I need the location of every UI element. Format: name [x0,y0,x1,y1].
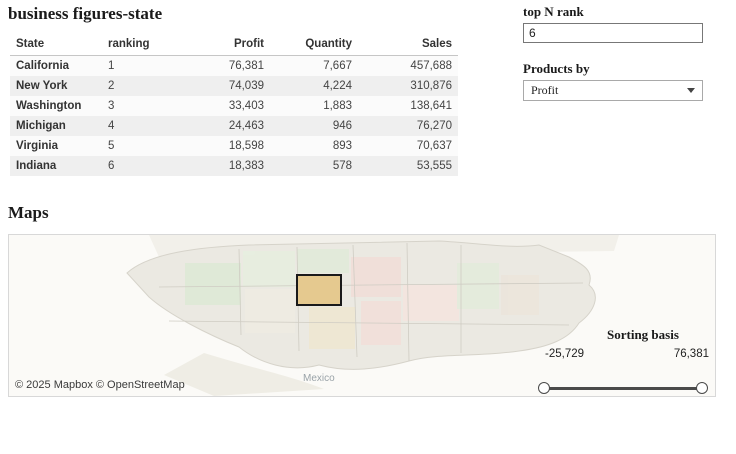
products-by-selected-value: Profit [531,83,559,97]
cell-ranking: 4 [108,120,115,132]
cell-sales: 310,876 [410,80,452,92]
table-header-row: State ranking Profit Quantity Sales [10,34,458,56]
sorting-basis-slider[interactable] [538,381,708,395]
cell-profit: 18,598 [228,140,264,152]
map-attribution[interactable]: © 2025 Mapbox © OpenStreetMap [15,379,185,391]
cell-sales: 76,270 [416,120,452,132]
cell-ranking: 2 [108,80,115,92]
cell-quantity: 893 [332,140,352,152]
table-row[interactable]: Virginia 5 18,598 893 70,637 [10,136,458,156]
us-choropleth-map[interactable]: Mexico [9,235,715,396]
table-title: business figures-state [8,4,163,23]
cell-state: Virginia [16,140,58,152]
cell-profit: 18,383 [228,160,264,172]
col-header-ranking[interactable]: ranking [102,34,174,56]
sorting-min-value: -25,729 [545,348,585,360]
maps-title: Maps [8,203,49,222]
table-row[interactable]: Indiana 6 18,383 578 53,555 [10,156,458,176]
cell-state: Indiana [16,160,57,172]
map-state-tints [185,249,539,349]
cell-state: Washington [16,100,82,112]
cell-sales: 53,555 [416,160,452,172]
mexico-map-label: Mexico [303,373,335,384]
cell-quantity: 578 [332,160,352,172]
cell-ranking: 6 [108,160,115,172]
cell-quantity: 946 [332,120,352,132]
caret-down-icon [687,88,695,93]
cell-sales: 138,641 [410,100,452,112]
cell-profit: 24,463 [228,120,264,132]
cell-profit: 76,381 [228,60,264,72]
slider-handle-min[interactable] [538,382,550,394]
table-row[interactable]: Washington 3 33,403 1,883 138,641 [10,96,458,116]
slider-handle-max[interactable] [696,382,708,394]
sorting-basis-label: Sorting basis [607,327,679,342]
top-n-rank-input[interactable] [523,23,703,43]
cell-quantity: 1,883 [323,100,352,112]
products-by-dropdown[interactable]: Profit [523,80,703,101]
col-header-quantity[interactable]: Quantity [270,34,358,56]
table-row[interactable]: New York 2 74,039 4,224 310,876 [10,76,458,96]
cell-state: Michigan [16,120,66,132]
products-by-label: Products by [523,61,590,76]
cell-ranking: 5 [108,140,115,152]
cell-profit: 33,403 [228,100,264,112]
cell-state: New York [16,80,68,92]
top-n-rank-label: top N rank [523,4,584,19]
sorting-max-value: 76,381 [673,348,709,360]
cell-sales: 457,688 [410,60,452,72]
cell-ranking: 1 [108,60,115,72]
cell-ranking: 3 [108,100,115,112]
cell-quantity: 4,224 [323,80,352,92]
map-mexico-land [164,353,324,396]
col-header-sales[interactable]: Sales [358,34,458,56]
map-panel[interactable]: Mexico © 2025 Mapbox © OpenStreetMap Sor… [8,234,716,397]
col-header-state[interactable]: State [10,34,102,56]
cell-profit: 74,039 [228,80,264,92]
selected-state-mark[interactable] [296,274,342,306]
cell-sales: 70,637 [416,140,452,152]
sorting-basis-range-values: -25,729 76,381 [545,348,709,360]
col-header-profit[interactable]: Profit [174,34,270,56]
wikipedia-header-bar: WIKIPEDIA The Free Encyclopedia ∞ ••• [0,408,736,454]
table-row[interactable]: California 1 76,381 7,667 457,688 [10,55,458,76]
cell-quantity: 7,667 [323,60,352,72]
slider-rail[interactable] [542,387,704,390]
table-row[interactable]: Michigan 4 24,463 946 76,270 [10,116,458,136]
cell-state: California [16,60,70,72]
state-table: State ranking Profit Quantity Sales Cali… [10,34,458,176]
